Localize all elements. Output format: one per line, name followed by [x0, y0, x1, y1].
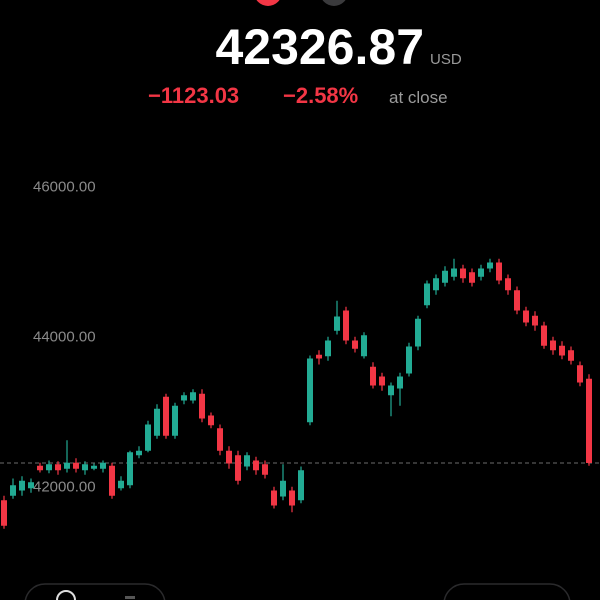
candle-body	[469, 272, 475, 283]
candle-body	[10, 485, 16, 496]
candle-body	[541, 325, 547, 346]
button-label-fragment	[125, 596, 135, 599]
candle-body	[559, 345, 565, 356]
candle-body	[109, 465, 115, 496]
candle-body	[37, 465, 43, 471]
candle-body	[352, 340, 358, 349]
candle-body	[523, 310, 529, 323]
price: 42326.87	[215, 19, 424, 75]
candle-body	[316, 354, 322, 359]
candle-body	[307, 358, 313, 423]
candle-body	[136, 450, 142, 456]
candle-body	[280, 480, 286, 497]
candle-body	[127, 452, 133, 486]
right-button[interactable]	[443, 583, 571, 600]
currency: USD	[430, 51, 462, 68]
candle-body	[100, 462, 106, 469]
candle-body	[406, 346, 412, 374]
candle-body	[433, 278, 439, 291]
tab-dot[interactable]	[320, 0, 348, 6]
candle-body	[397, 376, 403, 389]
candle-body	[586, 378, 592, 463]
candle-body	[577, 365, 583, 383]
candle-body	[343, 310, 349, 341]
candle-body	[487, 262, 493, 269]
y-tick-label: 44000.00	[33, 328, 96, 345]
status: at close	[389, 88, 448, 107]
candle-body	[91, 465, 97, 469]
candle-body	[190, 392, 196, 401]
change: −1123.03	[148, 83, 239, 108]
candle-body	[568, 350, 574, 361]
candle-body	[154, 408, 160, 436]
candle-body	[496, 262, 502, 281]
tab-dot-active[interactable]	[254, 0, 282, 6]
candle-body	[334, 316, 340, 331]
button-icon	[56, 590, 76, 600]
candle-body	[361, 335, 367, 357]
candle-body	[208, 415, 214, 426]
candle-body	[298, 470, 304, 501]
y-tick-label: 46000.00	[33, 178, 96, 195]
candle-body	[550, 340, 556, 351]
candle-body	[379, 376, 385, 386]
candle-body	[460, 268, 466, 279]
candle-body	[163, 396, 169, 436]
candle-body	[424, 283, 430, 306]
candle-body	[289, 490, 295, 506]
candle-body	[64, 462, 70, 469]
candle-body	[442, 270, 448, 283]
candle-body	[415, 318, 421, 347]
candle-body	[505, 278, 511, 291]
candle-body	[46, 464, 52, 471]
candle-body	[226, 450, 232, 464]
candle-body	[532, 315, 538, 326]
candle-body	[388, 385, 394, 396]
candle-body	[217, 428, 223, 451]
candle-body	[73, 462, 79, 469]
candle-body	[1, 500, 7, 526]
candle-body	[172, 405, 178, 436]
candle-body	[181, 395, 187, 401]
candle-body	[118, 480, 124, 489]
candle-body	[145, 424, 151, 451]
candle-body	[19, 480, 25, 491]
candle-body	[451, 268, 457, 277]
candle-body	[199, 393, 205, 419]
candle-body	[82, 464, 88, 471]
candle-body	[325, 340, 331, 357]
candle-body	[478, 268, 484, 277]
candle-body	[271, 490, 277, 506]
change-percent: −2.58%	[283, 83, 358, 108]
candle-body	[55, 464, 61, 471]
candle-body	[262, 464, 268, 475]
chart: 42000.00 44000.00 46000.00	[0, 178, 600, 529]
candle-body	[235, 455, 241, 481]
candle-body	[244, 455, 250, 467]
candle-body	[253, 460, 259, 471]
left-button[interactable]	[24, 583, 166, 600]
candle-body	[28, 482, 34, 489]
candle-body	[370, 366, 376, 386]
candle-body	[514, 290, 520, 311]
y-tick-label: 42000.00	[33, 478, 96, 495]
